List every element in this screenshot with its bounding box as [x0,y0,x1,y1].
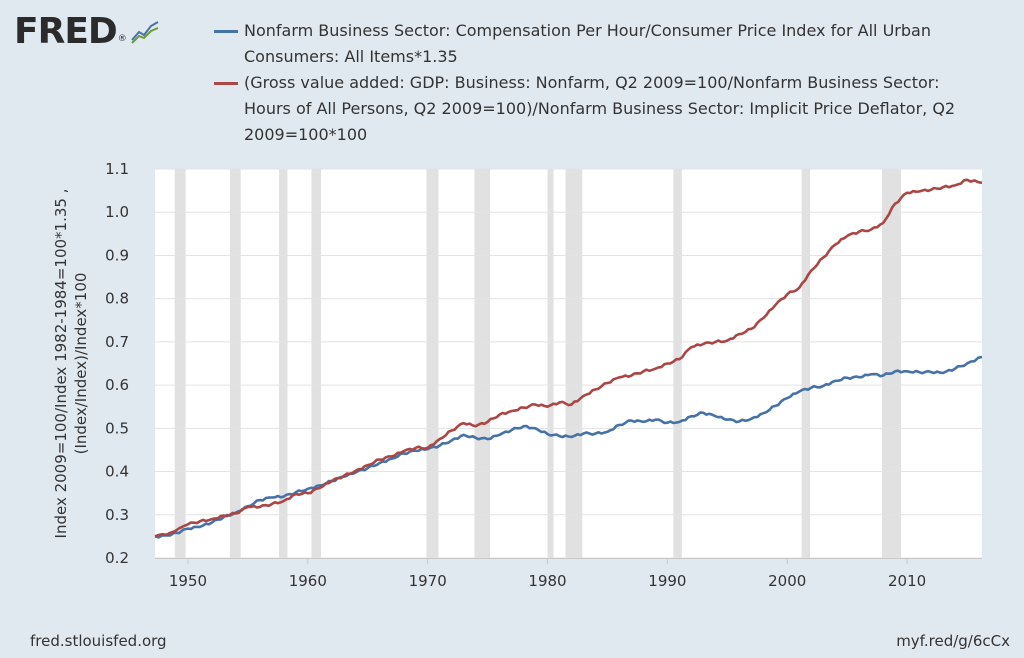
recession-band [801,169,811,558]
chart-line-icon [129,18,160,48]
fred-logo: FRED ® [14,12,160,52]
legend-item-compensation: Nonfarm Business Sector: Compensation Pe… [214,18,974,70]
recession-band [673,169,682,558]
series-lines [154,178,983,539]
legend-item-gdp: (Gross value added: GDP: Business: Nonfa… [214,70,974,148]
y-tick-label: 0.7 [105,333,129,351]
y-axis-label-line: (Index/Index)/Index*100 [72,273,90,455]
series-line-compensation [154,355,983,539]
y-axis-ticks: 0.2 0.3 0.4 0.5 0.6 0.7 0.8 0.9 1.0 1.1 [105,160,129,567]
x-tick-label: 1980 [528,572,566,590]
line-chart: 0.20.30.40.50.60.70.80.91.01.1 1950 1960 1… [52,160,983,590]
y-tick-label: 0.8 [105,290,129,308]
recession-shading [174,169,902,558]
recession-band [311,169,321,558]
short-link[interactable]: myf.red/g/6cCx [896,632,1010,650]
recession-band [174,169,186,558]
legend-label-compensation: Nonfarm Business Sector: Compensation Pe… [244,21,931,66]
registered-mark: ® [117,34,127,44]
chart-legend: Nonfarm Business Sector: Compensation Pe… [214,18,974,148]
source-link[interactable]: fred.stlouisfed.org [30,632,167,650]
x-tick-label: 2000 [768,572,806,590]
y-tick-label: 0.4 [105,463,129,481]
recession-band [279,169,288,558]
y-tick-label: 0.5 [105,419,129,437]
y-tick-label: 0.3 [105,506,129,524]
recession-band [474,169,490,558]
legend-swatch-red [214,82,238,85]
y-axis-label-line: Index 2009=100/Index 1982-1984=100*1.35 … [52,189,70,539]
legend-swatch-blue [214,30,238,33]
y-tick-label: 1.1 [105,160,129,178]
grid-lines [155,168,982,559]
y-tick-label: 0.9 [105,246,129,264]
recession-band [229,169,241,558]
recession-band [881,169,902,558]
y-tick-label: 1.0 [105,203,129,221]
series-line-gdp [154,178,983,538]
y-tick-label: 0.6 [105,376,129,394]
recession-band [565,169,583,558]
recession-band [426,169,439,558]
y-tick-label: 0.2 [105,549,129,567]
legend-label-gdp: (Gross value added: GDP: Business: Nonfa… [244,73,956,144]
x-axis-ticks: 1950 1960 1970 1980 1990 2000 2010 [169,558,926,590]
x-tick-label: 1990 [648,572,686,590]
x-tick-label: 1950 [169,572,207,590]
logo-text: FRED [14,11,118,52]
recession-band [547,169,554,558]
x-tick-label: 1970 [409,572,447,590]
x-tick-label: 1960 [289,572,327,590]
x-tick-label: 2010 [888,572,926,590]
y-axis-label: Index 2009=100/Index 1982-1984=100*1.35 … [52,189,90,539]
